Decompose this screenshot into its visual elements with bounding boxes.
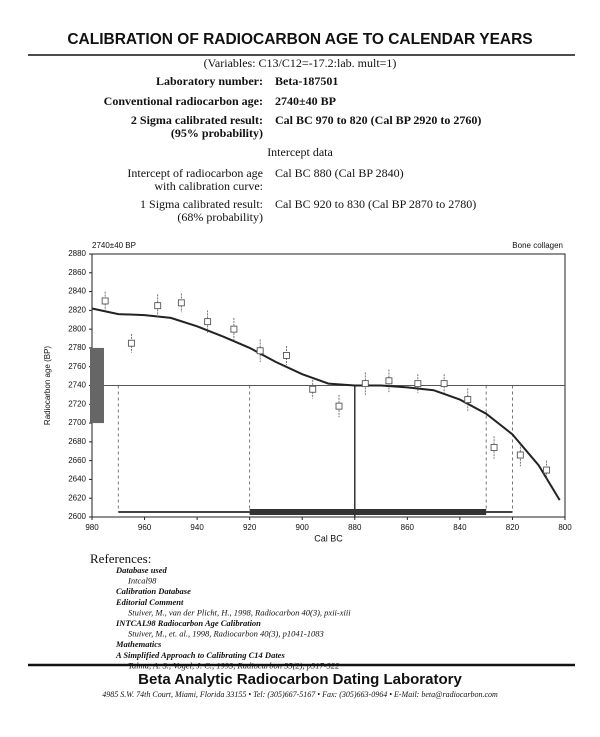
title: CALIBRATION OF RADIOCARBON AGE TO CALEND…: [67, 31, 532, 48]
y-tick-label: 2640: [68, 475, 86, 484]
field-value: Cal BC 880 (Cal BP 2840): [275, 166, 404, 180]
x-tick-label: 920: [243, 523, 257, 532]
y-tick-label: 2780: [68, 343, 86, 352]
reference-title: Calibration Database: [116, 586, 191, 596]
corner-label: Bone collagen: [512, 241, 563, 250]
x-tick-label: 820: [506, 523, 520, 532]
data-point: [361, 380, 369, 388]
data-point: [256, 347, 264, 355]
field-label: 1 Sigma calibrated result:: [140, 197, 263, 211]
x-tick-label: 980: [85, 523, 99, 532]
reference-citation: Talma, A. S., Vogel, J. C., 1993, Radioc…: [128, 660, 340, 670]
data-point: [414, 380, 422, 388]
data-point: [101, 297, 109, 305]
y-tick-label: 2620: [68, 493, 86, 502]
y-tick-label: 2840: [68, 287, 86, 296]
reference-title: Mathematics: [115, 639, 162, 649]
y-tick-label: 2800: [68, 324, 86, 333]
y-tick-label: 2740: [68, 381, 86, 390]
data-point: [516, 451, 524, 459]
y-tick-label: 2700: [68, 418, 86, 427]
y-tick-label: 2860: [68, 268, 86, 277]
y-tick-label: 2760: [68, 362, 86, 371]
data-point: [543, 466, 551, 474]
calibration-curve: [91, 307, 561, 501]
field-label: 2 Sigma calibrated result:: [131, 113, 263, 127]
reference-title: Database used: [115, 565, 168, 575]
references-heading: References:: [90, 551, 151, 566]
corner-label: 2740±40 BP: [92, 241, 136, 250]
x-tick-label: 800: [558, 523, 572, 532]
data-point: [309, 385, 317, 393]
measured-age-band: [90, 347, 104, 424]
data-point: [127, 339, 135, 347]
data-point: [440, 380, 448, 388]
field-label: Intercept of radiocarbon age: [127, 166, 263, 180]
data-point: [283, 351, 290, 359]
y-tick-label: 2600: [68, 512, 86, 521]
reference-title: A Simplified Approach to Calibrating C14…: [115, 650, 285, 660]
field-label: (95% probability): [171, 126, 263, 140]
reference-title: INTCAL98 Radiocarbon Age Calibration: [115, 618, 261, 628]
y-axis-label: Radiocarbon age (BP): [43, 346, 52, 425]
x-tick-label: 840: [453, 523, 467, 532]
reference-title: Editorial Comment: [115, 597, 184, 607]
data-point: [490, 444, 498, 451]
data-point: [385, 377, 393, 385]
x-tick-label: 940: [190, 523, 204, 532]
variables: (Variables: C13/C12=-17.2:lab. mult=1): [204, 56, 397, 70]
field-value: Cal BC 970 to 820 (Cal BP 2920 to 2760): [275, 113, 481, 127]
y-tick-label: 2880: [68, 249, 86, 258]
x-tick-label: 860: [401, 523, 415, 532]
reference-citation: Stuiver, M., et. al., 1998, Radiocarbon …: [128, 629, 324, 639]
data-point: [154, 302, 162, 310]
data-point: [204, 318, 212, 326]
reference-citation: Intcal98: [127, 576, 157, 586]
field-value: Cal BC 920 to 830 (Cal BP 2870 to 2780): [275, 197, 476, 211]
data-point: [335, 402, 343, 410]
data-point: [177, 299, 185, 307]
y-tick-label: 2720: [68, 399, 86, 408]
field-label: Laboratory number:: [156, 74, 263, 88]
footer-name: Beta Analytic Radiocarbon Dating Laborat…: [138, 671, 462, 688]
field-label: Conventional radiocarbon age:: [104, 94, 263, 108]
x-tick-label: 960: [138, 523, 152, 532]
data-point: [230, 325, 238, 333]
field-value: 2740±40 BP: [275, 94, 336, 108]
x-tick-label: 900: [296, 523, 310, 532]
x-tick-label: 880: [348, 523, 362, 532]
data-point: [464, 396, 472, 404]
intercept-heading: Intercept data: [267, 145, 333, 159]
field-label: with calibration curve:: [154, 179, 263, 193]
field-label: (68% probability): [177, 210, 263, 224]
y-tick-label: 2660: [68, 456, 86, 465]
reference-citation: Stuiver, M., van der Plicht, H., 1998, R…: [128, 607, 351, 617]
footer-address: 4985 S.W. 74th Court, Miami, Florida 331…: [102, 690, 498, 699]
x-axis-label: Cal BC: [314, 533, 343, 543]
y-tick-label: 2680: [68, 437, 86, 446]
field-value: Beta-187501: [275, 74, 338, 88]
y-tick-label: 2820: [68, 305, 86, 314]
